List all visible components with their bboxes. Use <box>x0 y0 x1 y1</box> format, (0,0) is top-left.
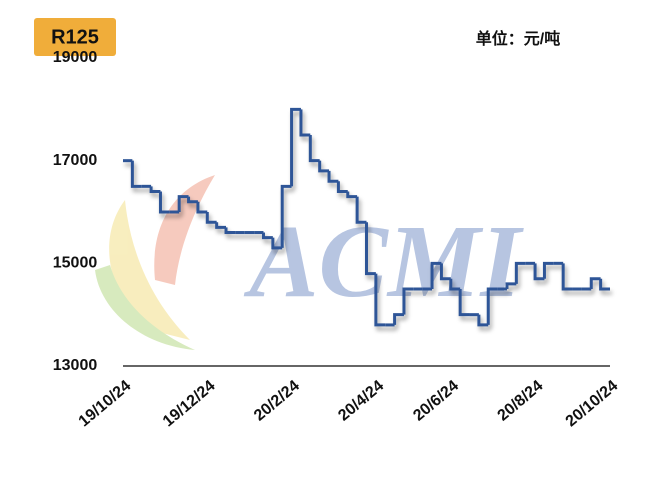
step-segment <box>393 313 404 325</box>
step-segment <box>365 222 376 276</box>
step-segment <box>589 277 601 289</box>
chart-title: R125 <box>51 26 99 48</box>
step-segment <box>196 201 208 214</box>
step-segment <box>430 261 442 289</box>
step-segment <box>308 135 320 163</box>
step-segment <box>449 278 461 291</box>
x-tick-label: 20/6/24 <box>410 377 462 424</box>
unit-label: 单位：元/吨 <box>476 29 560 48</box>
step-segment <box>402 287 414 315</box>
step-segment <box>149 186 161 193</box>
step-segment <box>477 314 489 327</box>
step-segment <box>224 227 236 235</box>
step-segment <box>290 107 301 187</box>
step-segment <box>261 232 273 240</box>
step-segment <box>187 196 198 204</box>
title-box <box>34 18 116 56</box>
step-segment <box>374 273 386 327</box>
step-segment <box>561 263 573 291</box>
step-segment <box>271 237 283 250</box>
watermark-swoosh <box>95 175 215 350</box>
step-segment <box>130 160 142 188</box>
step-segment <box>514 261 526 284</box>
step-segment <box>177 195 189 212</box>
step-segment <box>542 261 554 279</box>
y-tick-label: 13000 <box>53 357 98 374</box>
step-segment <box>439 263 451 281</box>
step-segment <box>355 196 367 224</box>
step-segment <box>533 263 545 281</box>
step-segment <box>215 222 227 229</box>
step-segment <box>280 184 292 248</box>
step-segment <box>158 191 170 214</box>
step-line <box>123 107 610 327</box>
watermark: ACMI <box>243 204 524 319</box>
step-segment <box>458 289 470 317</box>
x-tick-label: 20/2/24 <box>251 377 303 424</box>
x-tick-label: 20/8/24 <box>495 377 547 424</box>
step-segment <box>299 109 311 137</box>
x-tick-label: 19/12/24 <box>160 377 219 430</box>
step-segment <box>346 191 358 199</box>
x-tick-label: 20/10/24 <box>563 377 622 430</box>
y-tick-label: 17000 <box>53 152 98 169</box>
step-segment <box>205 212 217 224</box>
y-tick-label: 15000 <box>53 255 98 272</box>
step-segment <box>599 278 610 291</box>
y-tick-label: 19000 <box>53 49 98 66</box>
step-segment <box>318 160 330 173</box>
x-tick-label: 20/4/24 <box>335 377 387 424</box>
x-tick-label: 19/10/24 <box>76 377 135 430</box>
step-segment <box>327 170 339 183</box>
step-segment <box>486 287 498 325</box>
step-segment <box>336 181 348 193</box>
step-segment <box>505 282 517 289</box>
